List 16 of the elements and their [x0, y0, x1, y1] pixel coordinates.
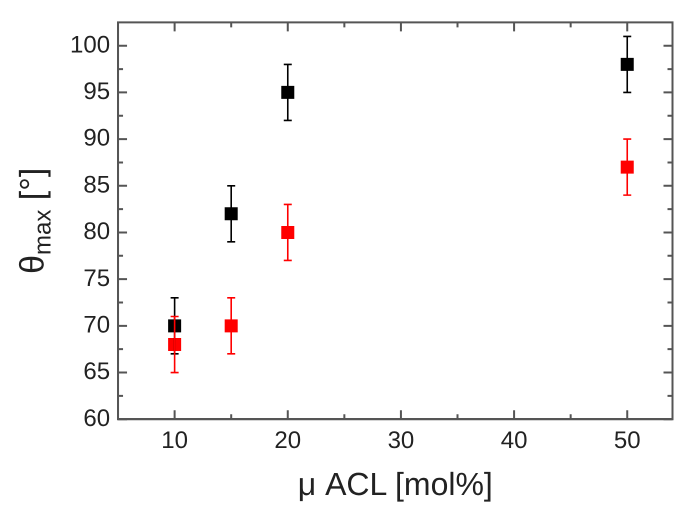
x-tick-label: 50 [614, 427, 641, 454]
x-tick-label: 10 [161, 427, 188, 454]
y-tick-label: 85 [83, 171, 110, 198]
y-tick-label: 100 [70, 31, 110, 58]
x-tick-label: 40 [500, 427, 528, 454]
y-tick-label: 95 [83, 78, 110, 106]
y-tick-label: 70 [83, 311, 110, 338]
y-tick-label: 65 [83, 358, 110, 386]
x-tick-label: 30 [388, 427, 414, 454]
y-tick-label: 75 [83, 264, 110, 292]
x-axis-title: μ ACL [mol%] [298, 466, 493, 502]
y-axis-title: θmax [°] [13, 168, 57, 274]
y-tick-label: 90 [83, 124, 110, 152]
y-tick-label: 80 [83, 218, 110, 246]
y-tick-label: 60 [83, 404, 110, 432]
x-tick-label: 20 [274, 427, 302, 454]
